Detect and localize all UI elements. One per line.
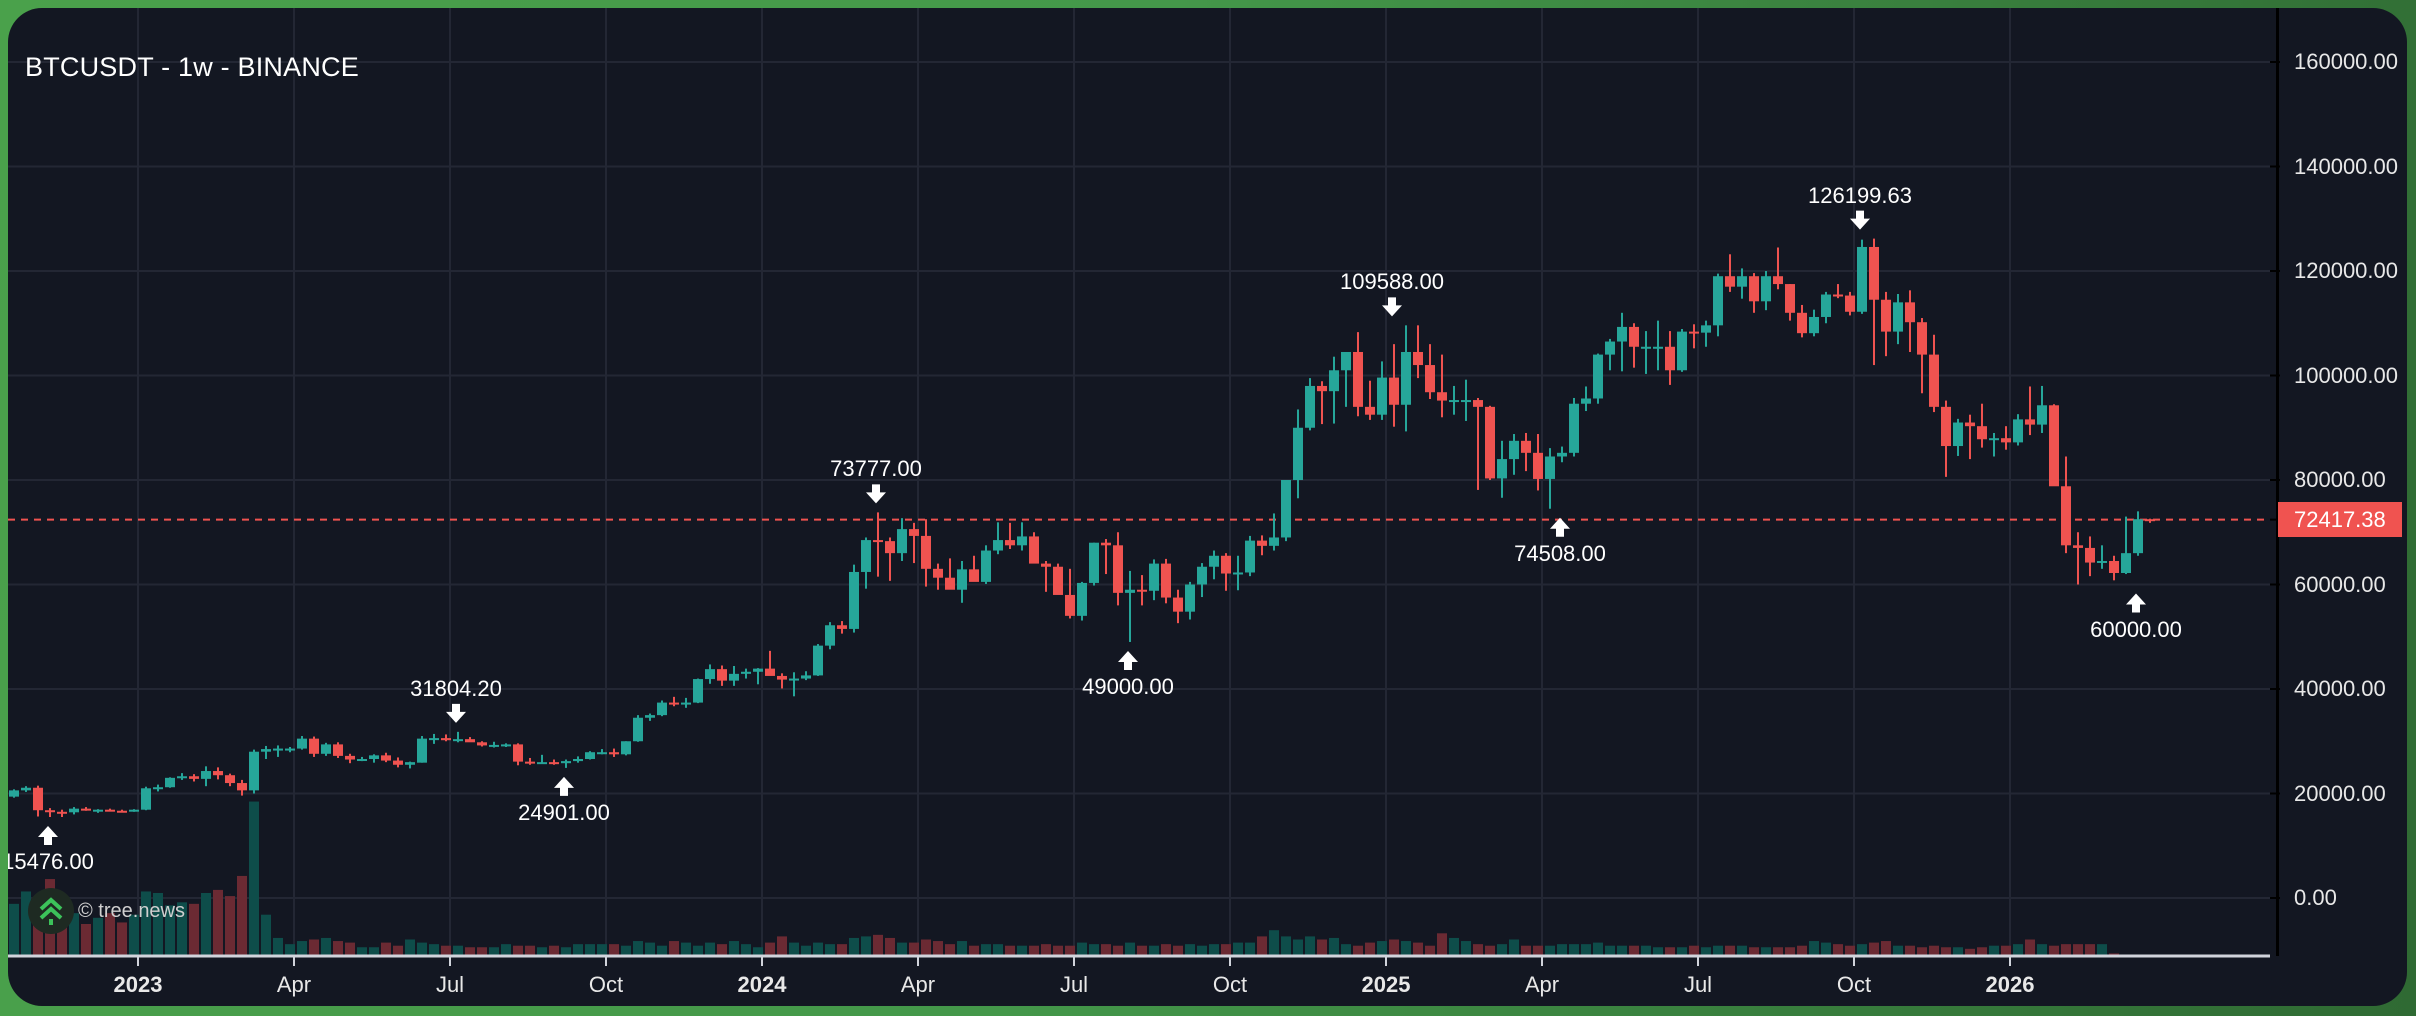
extrema-label: 74508.00 [1514, 540, 1606, 566]
extrema-label: 15476.00 [8, 849, 94, 874]
last-price-label: 72417.38 [2278, 502, 2402, 537]
time-tick-label: Apr [900, 972, 936, 997]
price-tick-label: 120000.00 [2294, 258, 2398, 283]
time-tick-label: Apr [276, 972, 312, 997]
time-tick-label: Jul [1683, 972, 1713, 997]
time-tick-label: 2026 [1985, 972, 2035, 997]
price-tick-label: 0.00 [2294, 885, 2337, 910]
chart-panel: BTCUSDT - 1w - BINANCE 160000.00 140000.0… [8, 8, 2407, 1006]
candlestick-chart[interactable] [8, 8, 2407, 1006]
extrema-label: 73777.00 [830, 456, 922, 482]
extrema-label: 24901.00 [518, 799, 610, 825]
time-tick-label: Jul [1059, 972, 1089, 997]
price-tick-label: 160000.00 [2294, 49, 2398, 74]
time-tick-label: Oct [1836, 972, 1872, 997]
time-tick-label: 2023 [113, 972, 163, 997]
time-tick-label: 2024 [737, 972, 787, 997]
time-tick-label: Oct [1212, 972, 1248, 997]
extrema-label: 31804.20 [410, 675, 502, 701]
price-axis-line [2276, 8, 2279, 956]
time-tick-label: Jul [435, 972, 465, 997]
price-tick-label: 60000.00 [2294, 571, 2386, 597]
price-tick-label: 140000.00 [2294, 153, 2398, 179]
tree-news-logo-icon [28, 888, 74, 934]
time-tick-label: Apr [1524, 972, 1560, 997]
time-tick-label: Oct [588, 972, 624, 997]
extrema-label: 126199.63 [1808, 182, 1912, 208]
extrema-label: 49000.00 [1082, 673, 1174, 699]
price-tick-label: 100000.00 [2294, 362, 2398, 388]
extrema-label: 60000.00 [2090, 616, 2182, 642]
extrema-label: 109588.00 [1340, 269, 1444, 295]
price-tick-label: 80000.00 [2294, 467, 2386, 492]
watermark-text: © tree.news [78, 899, 186, 922]
watermark: © tree.news [28, 888, 185, 934]
time-tick-label: 2025 [1361, 972, 1411, 997]
price-tick-label: 40000.00 [2294, 676, 2386, 701]
chart-title: BTCUSDT - 1w - BINANCE [25, 52, 359, 82]
price-tick-label: 20000.00 [2294, 780, 2386, 806]
